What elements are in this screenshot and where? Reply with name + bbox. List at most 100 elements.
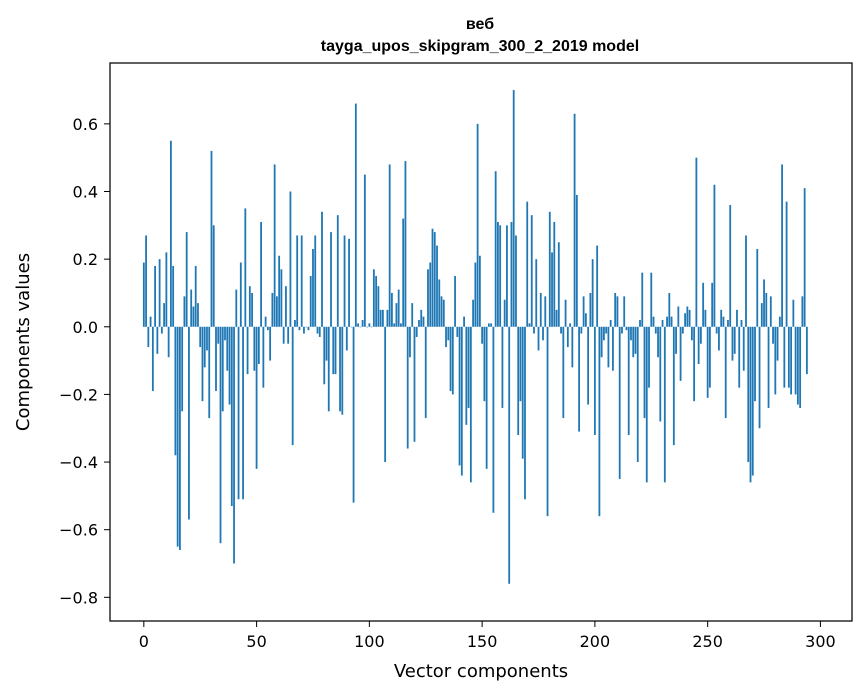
bar <box>248 286 251 327</box>
bar <box>528 323 531 327</box>
bar <box>418 320 420 327</box>
bar <box>801 296 804 327</box>
bar <box>627 326 630 435</box>
bar <box>472 299 474 327</box>
bar <box>569 323 571 327</box>
bar <box>799 326 802 408</box>
bar <box>733 326 736 354</box>
bar <box>424 326 427 419</box>
bar <box>156 326 159 354</box>
bar <box>497 221 499 327</box>
bar <box>221 326 224 412</box>
bar <box>681 326 684 334</box>
bar <box>454 276 456 327</box>
bar <box>544 296 547 327</box>
bar <box>210 150 213 327</box>
bar <box>537 326 540 351</box>
bar <box>440 296 443 327</box>
bar <box>672 326 675 446</box>
bar <box>704 309 707 327</box>
bar <box>334 326 337 375</box>
bar <box>490 323 493 327</box>
bar <box>781 164 783 327</box>
bar <box>684 313 686 327</box>
bar <box>760 303 763 327</box>
bars-group <box>142 90 808 584</box>
bar <box>447 326 450 341</box>
bar <box>307 326 310 331</box>
bar <box>185 232 188 327</box>
bar <box>194 265 197 327</box>
bar <box>774 326 777 395</box>
bar <box>600 326 603 358</box>
bar <box>400 323 402 327</box>
bar <box>749 326 752 483</box>
bar <box>393 323 396 327</box>
y-tick-label: 0.2 <box>73 250 98 269</box>
bar <box>578 326 580 432</box>
bar <box>546 326 549 517</box>
bar <box>384 326 387 463</box>
bar <box>296 235 299 327</box>
plot-frame <box>109 62 853 622</box>
x-tick-label: 150 <box>467 632 498 651</box>
bar <box>702 282 705 327</box>
chart-title-line1: веб <box>466 16 494 33</box>
bar <box>519 326 522 402</box>
bar <box>758 326 761 429</box>
bar <box>409 326 411 358</box>
bar <box>350 326 353 328</box>
bar <box>366 326 368 328</box>
bar <box>151 326 154 392</box>
bar <box>160 326 163 334</box>
bar <box>215 326 217 392</box>
bar <box>183 296 186 327</box>
bar <box>449 326 452 392</box>
bar <box>246 326 249 375</box>
bar <box>508 326 511 584</box>
bar <box>318 326 321 337</box>
bar <box>411 303 414 327</box>
bar <box>381 309 384 327</box>
bar <box>598 326 601 517</box>
bar <box>429 262 432 327</box>
bar <box>474 262 477 327</box>
bar <box>485 326 488 469</box>
bar <box>720 309 723 327</box>
bar <box>303 326 305 334</box>
bar <box>361 320 364 327</box>
bar <box>740 320 743 327</box>
bar <box>657 326 659 358</box>
bar <box>553 221 556 327</box>
bar <box>145 235 147 327</box>
bar <box>630 326 632 341</box>
x-tick-label: 250 <box>692 632 723 651</box>
bar <box>663 326 666 483</box>
bar <box>316 326 319 334</box>
bar <box>172 265 175 327</box>
y-tick-label: 0.4 <box>73 183 98 202</box>
bar <box>575 194 578 327</box>
bar <box>269 326 272 361</box>
bar <box>327 326 330 412</box>
bar <box>174 326 177 456</box>
bar <box>506 225 508 327</box>
bar <box>255 326 258 469</box>
bar <box>237 326 240 500</box>
bar <box>332 326 335 375</box>
bar <box>291 326 294 446</box>
bar <box>582 296 585 327</box>
bar <box>438 279 441 327</box>
bar <box>535 259 538 327</box>
bar <box>476 123 479 327</box>
x-axis-label: Vector components <box>394 661 568 682</box>
bar <box>612 326 614 371</box>
bar <box>548 211 551 327</box>
bar <box>451 326 454 395</box>
bar <box>742 326 745 371</box>
y-axis-ticks: −0.8 −0.6 −0.4 −0.2 0.0 0.2 0.4 0.6 <box>59 115 110 607</box>
bar <box>675 326 677 354</box>
bar <box>201 326 204 402</box>
bar <box>251 292 253 327</box>
bar <box>339 326 341 412</box>
